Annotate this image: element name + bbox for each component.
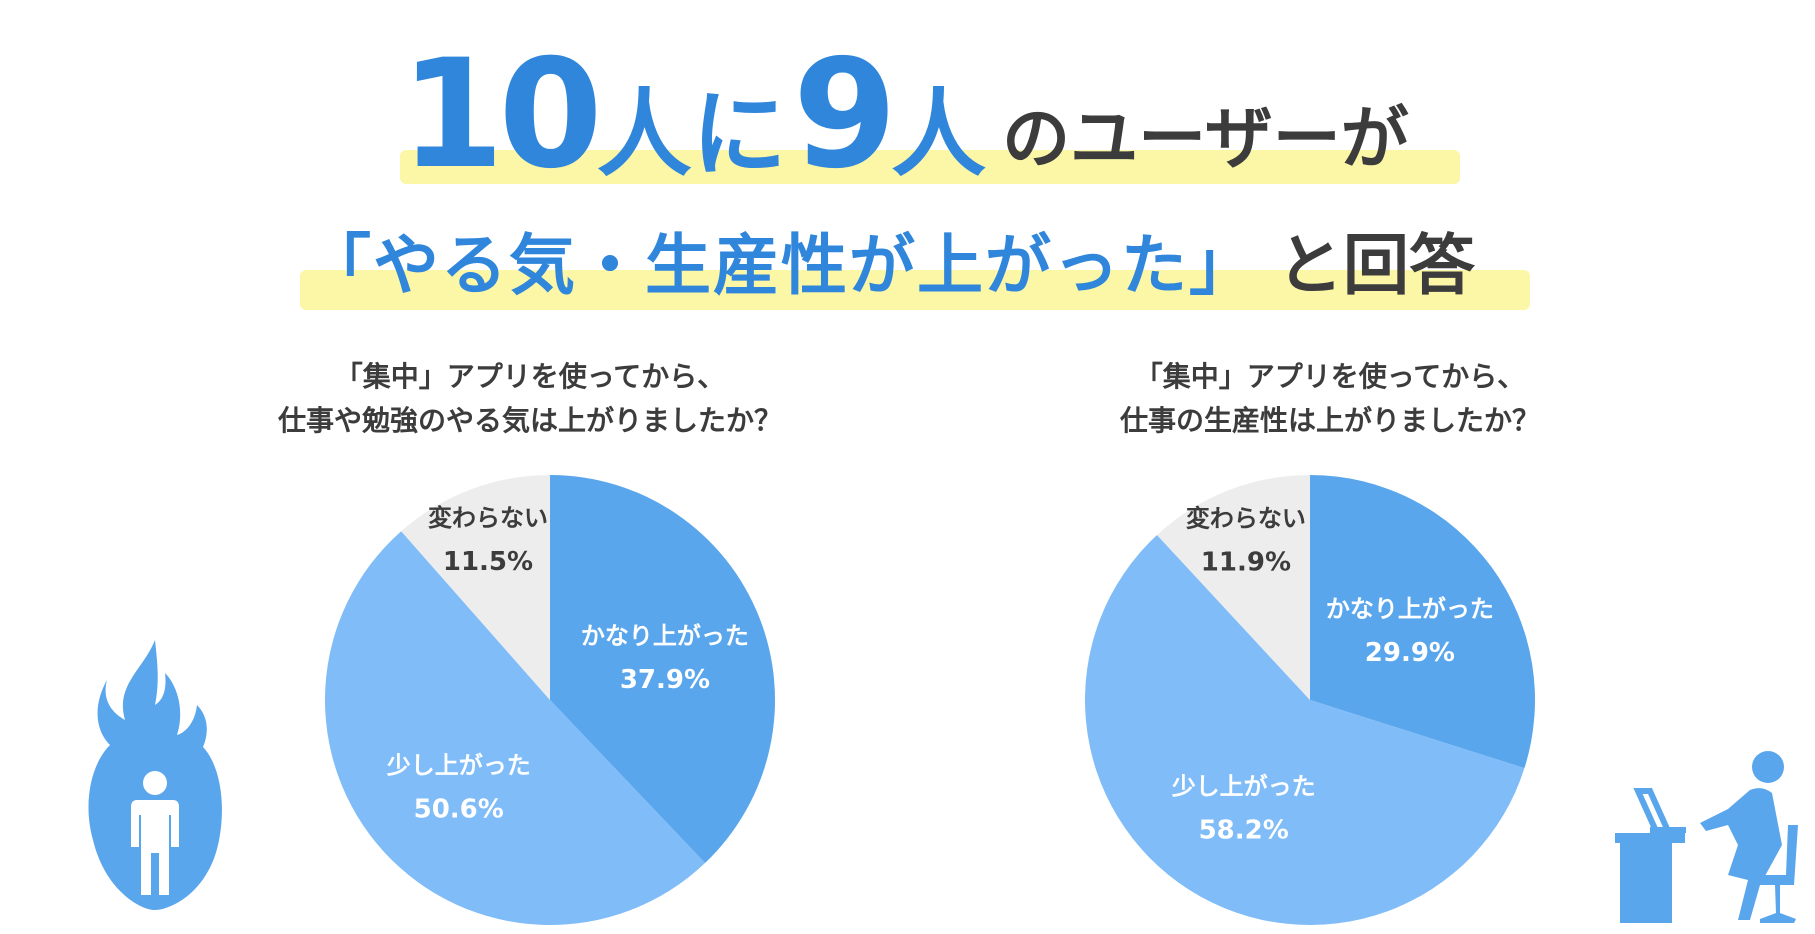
pie-1-slice-0 bbox=[550, 475, 775, 864]
headline-tail-1: のユーザーが bbox=[1002, 100, 1409, 179]
worker-leg bbox=[1728, 845, 1782, 920]
fire-person-icon bbox=[88, 640, 222, 910]
chart-1-question-line-1: 「集中」アプリを使ってから、 bbox=[334, 360, 726, 393]
headline-highlight-1 bbox=[400, 150, 1460, 184]
pie-chart-productivity: かなり上がった 29.9% 少し上がった 58.2% 変わらない 11.9% bbox=[1085, 475, 1535, 925]
worker-head bbox=[1752, 751, 1784, 783]
person-body bbox=[131, 800, 179, 895]
person-head bbox=[143, 771, 167, 795]
pie-chart-motivation: かなり上がった 37.9% 少し上がった 50.6% 変わらない 11.5% bbox=[325, 475, 775, 925]
pie-1-value-0: 37.9% bbox=[620, 665, 710, 695]
chart-1-question: 「集中」アプリを使ってから、 仕事や勉強のやる気は上がりましたか？ bbox=[210, 355, 850, 443]
laptop-base bbox=[1650, 827, 1686, 833]
headline-tail-2: と回答 bbox=[1277, 227, 1475, 304]
chart-2-question: 「集中」アプリを使ってから、 仕事の生産性は上がりましたか？ bbox=[1000, 355, 1660, 443]
chair bbox=[1760, 825, 1798, 885]
chair-leg bbox=[1760, 885, 1796, 923]
pie-1-value-1: 50.6% bbox=[414, 795, 504, 825]
headline-kanji-1: 人に bbox=[596, 80, 787, 190]
headline-kanji-2: 人 bbox=[891, 80, 987, 190]
headline-quote: 「やる気・生産性が上がった」 bbox=[305, 227, 1257, 304]
pie-2-label-2: 変わらない bbox=[1186, 505, 1306, 533]
pie-2-slice-0 bbox=[1310, 475, 1535, 769]
headline-highlight-2 bbox=[300, 270, 1530, 310]
desk-body bbox=[1620, 843, 1672, 923]
pie-2-value-2: 11.9% bbox=[1201, 548, 1291, 578]
desk-top bbox=[1615, 833, 1685, 843]
chart-2-question-line-2: 仕事の生産性は上がりましたか？ bbox=[1119, 404, 1540, 437]
pie-2-label-0: かなり上がった bbox=[1326, 595, 1494, 623]
pie-2-value-1: 58.2% bbox=[1199, 815, 1289, 845]
pie-1-label-2: 変わらない bbox=[428, 504, 548, 532]
headline-line-2: 「やる気・生産性が上がった」 と回答 bbox=[305, 210, 1475, 310]
pie-2-value-0: 29.9% bbox=[1365, 638, 1455, 668]
chart-2-question-line-1: 「集中」アプリを使ってから、 bbox=[1134, 360, 1526, 393]
desk-worker-icon bbox=[1615, 751, 1798, 923]
headline-number-9: 9 bbox=[792, 28, 897, 202]
worker-body bbox=[1700, 788, 1782, 845]
pie-1-value-2: 11.5% bbox=[443, 547, 533, 577]
pie-1-slice-2 bbox=[401, 475, 550, 700]
pie-2-slice-1 bbox=[1085, 535, 1525, 925]
pie-2-label-1: 少し上がった bbox=[1171, 772, 1316, 800]
pie-1-label-1: 少し上がった bbox=[386, 752, 531, 780]
headline-line-1: 10 人に 9 人 のユーザーが bbox=[400, 40, 1409, 190]
pie-1-label-0: かなり上がった bbox=[581, 622, 749, 650]
laptop bbox=[1633, 788, 1673, 834]
chart-1-question-line-2: 仕事や勉強のやる気は上がりましたか？ bbox=[277, 404, 782, 437]
headline-number-10: 10 bbox=[400, 28, 603, 202]
pie-1-slice-1 bbox=[325, 531, 706, 925]
pie-2-slice-2 bbox=[1157, 475, 1310, 700]
